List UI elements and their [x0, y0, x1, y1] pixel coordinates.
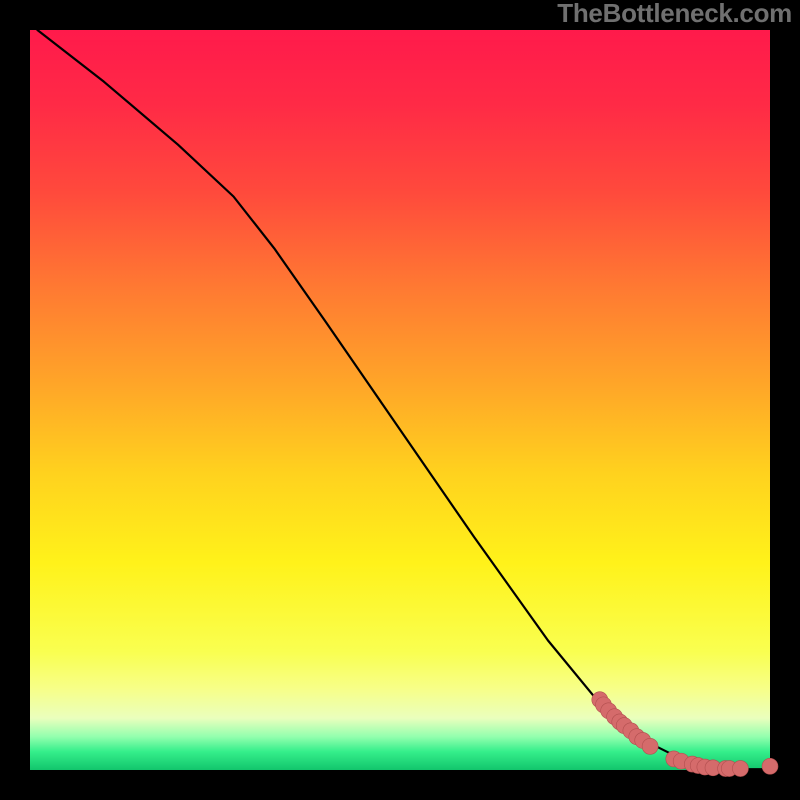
chart-container: TheBottleneck.com	[0, 0, 800, 800]
plot-background	[30, 30, 770, 770]
watermark-text: TheBottleneck.com	[557, 0, 792, 26]
scatter-point	[762, 758, 778, 774]
scatter-point	[642, 738, 658, 754]
bottleneck-chart	[0, 0, 800, 800]
scatter-point	[732, 761, 748, 777]
